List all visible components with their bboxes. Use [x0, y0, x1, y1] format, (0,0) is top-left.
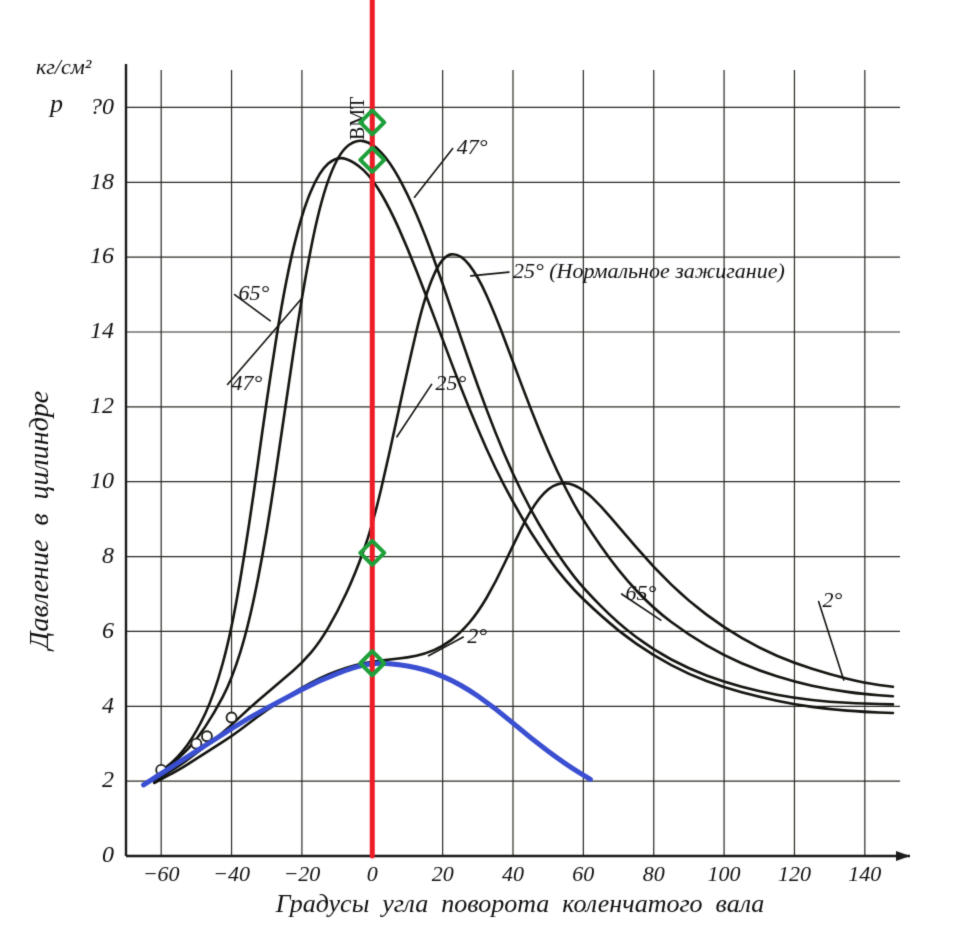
- pressure-vs-crank-angle-chart: [0, 0, 957, 926]
